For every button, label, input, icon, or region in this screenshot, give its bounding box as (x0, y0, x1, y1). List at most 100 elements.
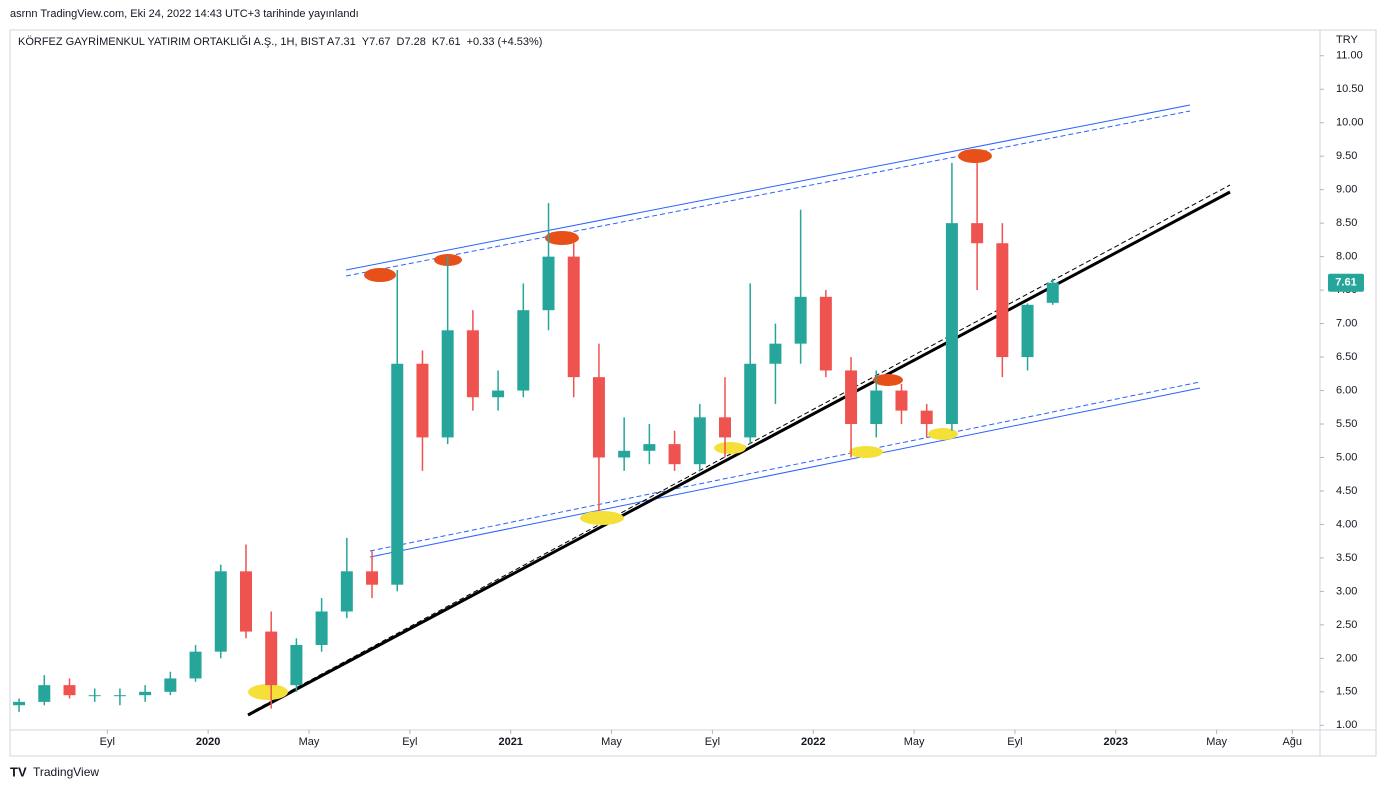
candle-body (819, 296, 832, 371)
x-tick-label: May (904, 736, 925, 748)
y-tick-label: 2.00 (1336, 652, 1357, 664)
candle-body (113, 695, 126, 697)
candle-body (38, 685, 51, 702)
channel-lower (369, 387, 1201, 558)
x-tick-label: May (1206, 736, 1227, 748)
marker (248, 684, 288, 700)
channel-lower-dashed (369, 381, 1201, 552)
legend-value: A7.31 (327, 36, 356, 48)
y-tick-label: 5.50 (1336, 418, 1357, 430)
candle-body (517, 310, 530, 391)
candle-body (340, 571, 353, 612)
candle-body (466, 330, 479, 398)
y-tick-label: 9.50 (1336, 150, 1357, 162)
x-tick-label: Eyl (705, 736, 720, 748)
candle-body (139, 691, 152, 696)
y-tick-label: 4.50 (1336, 485, 1357, 497)
channel-upper (345, 104, 1191, 271)
candle-body (895, 390, 908, 411)
last-price-box (1328, 273, 1364, 292)
marker (714, 442, 746, 454)
candle-body (13, 701, 26, 706)
candles (13, 162, 1059, 712)
candle-body (618, 450, 631, 458)
logo: TV (10, 764, 27, 779)
y-tick-label: 6.50 (1336, 351, 1357, 363)
channel-upper-dashed (345, 110, 1191, 277)
y-tick-label: 3.00 (1336, 585, 1357, 597)
candle-body (693, 417, 706, 465)
candle-body (164, 678, 177, 692)
candle-body (214, 571, 227, 652)
candle-body (315, 611, 328, 645)
candle-body (492, 390, 505, 398)
y-tick-label: 1.00 (1336, 719, 1357, 731)
y-tick-label: 8.00 (1336, 251, 1357, 263)
candle-body (845, 370, 858, 425)
marker (928, 428, 958, 440)
y-tick-label: 4.00 (1336, 518, 1357, 530)
y-tick-label: 6.00 (1336, 384, 1357, 396)
x-tick-label: 2021 (498, 736, 522, 748)
footer: TradingView (33, 765, 99, 779)
candle-body (290, 644, 303, 686)
candle-body (744, 363, 757, 438)
candle-body (88, 695, 101, 697)
header: asrnn TradingView.com, Eki 24, 2022 14:4… (10, 8, 359, 20)
trough-markers (248, 428, 958, 700)
marker (580, 511, 624, 525)
y-tick-label: 10.50 (1336, 83, 1364, 95)
candle-body (668, 444, 681, 465)
legend-value: Y7.67 (362, 36, 391, 48)
chart-title: KÖRFEZ GAYRİMENKUL YATIRIM ORTAKLIĞI A.Ş… (18, 35, 325, 48)
candle-body (1021, 304, 1034, 358)
candle-body (391, 363, 404, 585)
x-tick-label: 2023 (1104, 736, 1128, 748)
trend-line (247, 190, 1231, 717)
legend-value: D7.28 (397, 36, 426, 48)
candle-body (996, 243, 1009, 358)
y-tick-label: 11.00 (1336, 50, 1363, 62)
marker (545, 231, 579, 245)
candle-body (592, 377, 605, 458)
candle-body (265, 631, 278, 686)
x-tick-label: Ağu (1282, 736, 1302, 748)
y-tick-label: 1.50 (1336, 686, 1357, 698)
candle-body (971, 223, 984, 244)
candle-body (794, 296, 807, 344)
candle-body (366, 571, 379, 585)
marker (849, 446, 883, 458)
last-price: 7.61 (1335, 277, 1356, 289)
candle-body (643, 444, 656, 451)
y-tick-label: 5.00 (1336, 451, 1357, 463)
logo-mark: TV (10, 764, 27, 779)
candle-body (870, 390, 883, 425)
x-tick-label: Eyl (100, 736, 115, 748)
x-tick-label: Eyl (1007, 736, 1022, 748)
y-tick-label: 10.00 (1336, 117, 1364, 129)
marker (364, 268, 396, 282)
candle-body (189, 651, 202, 679)
marker (873, 374, 903, 386)
y-tick-label: 2.50 (1336, 619, 1357, 631)
x-tick-label: May (601, 736, 622, 748)
candle-body (567, 256, 580, 378)
currency: TRY (1336, 34, 1358, 46)
legend-value: K7.61 (432, 36, 461, 48)
candle-body (441, 330, 454, 438)
candle-body (719, 417, 732, 438)
peak-markers (364, 149, 992, 386)
y-tick-label: 7.00 (1336, 317, 1357, 329)
y-tick-label: 3.50 (1336, 552, 1357, 564)
y-tick-label: 9.00 (1336, 184, 1357, 196)
candle-body (416, 363, 429, 438)
candle-body (1046, 282, 1059, 303)
candle-body (63, 685, 76, 696)
x-tick-label: 2022 (801, 736, 825, 748)
legend-value: +0.33 (+4.53%) (467, 36, 543, 48)
candle-body (920, 410, 933, 425)
drawings (247, 104, 1231, 717)
x-tick-label: 2020 (196, 736, 220, 748)
candle-body (542, 256, 555, 311)
